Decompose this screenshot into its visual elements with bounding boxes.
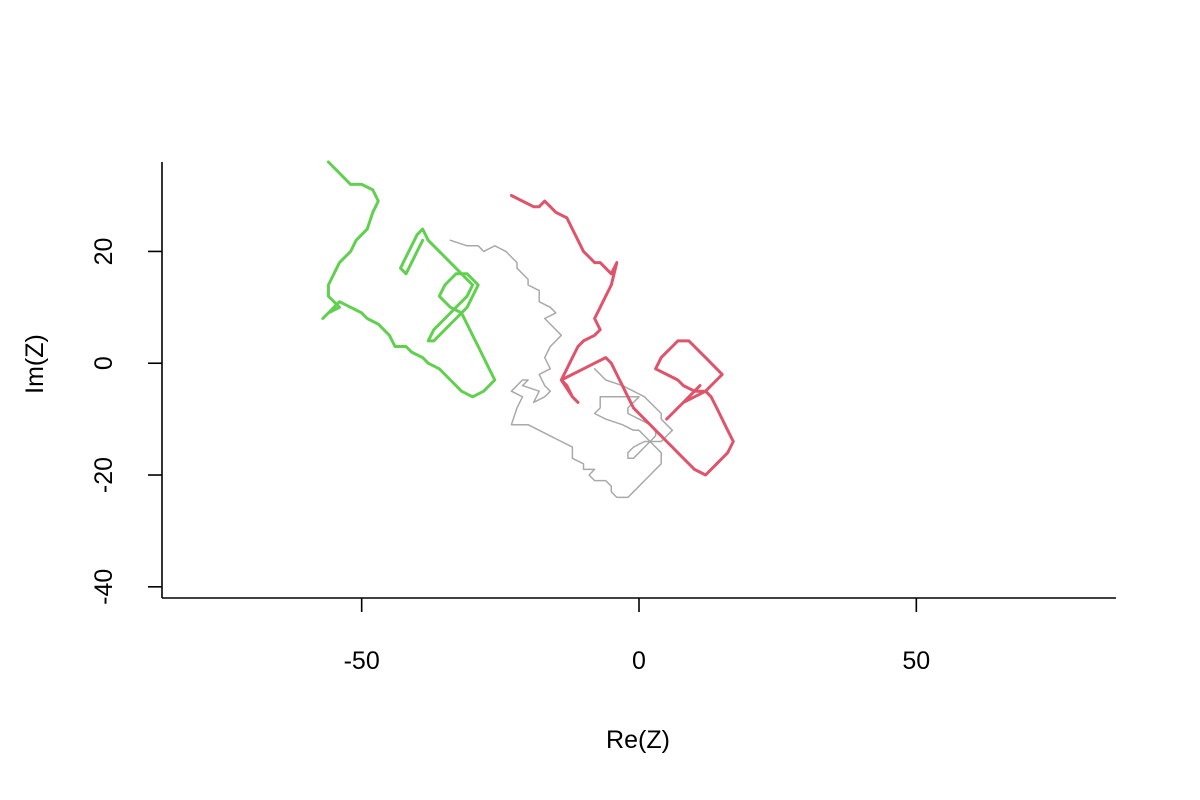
y-axis-title: Im(Z) <box>21 334 49 394</box>
x-tick-label: -50 <box>344 647 380 675</box>
series-line-2 <box>509 194 735 477</box>
y-axis-ticks: -40 -20 0 20 <box>90 238 162 605</box>
x-tick-label: 50 <box>902 647 930 675</box>
series-line-1 <box>449 239 674 499</box>
y-tick-label: -20 <box>90 457 118 493</box>
plot-region <box>321 160 735 499</box>
y-tick-label: -40 <box>90 569 118 605</box>
y-tick-label: 0 <box>90 356 118 370</box>
series-line-3 <box>321 160 497 399</box>
x-axis-ticks: -50 0 50 <box>344 598 930 675</box>
x-tick-label: 0 <box>632 647 646 675</box>
y-tick-label: 20 <box>90 238 118 266</box>
x-axis-title: Re(Z) <box>606 726 670 754</box>
